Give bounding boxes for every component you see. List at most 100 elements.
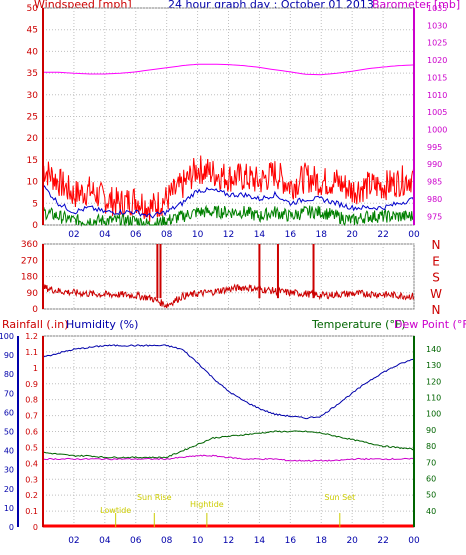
temp-y-tick-label: 130 (426, 361, 441, 370)
baro-y-tick-label: 995 (427, 143, 442, 152)
humidity-y-tick-label: 100 (0, 332, 14, 341)
event-label: Sun Rise (137, 493, 172, 502)
temp-x-tick-label: 00 (408, 536, 420, 546)
temperature-line (42, 430, 415, 459)
rainfall-axis-title: Rainfall (.in) (2, 318, 69, 331)
temp-x-tick-label: 18 (316, 536, 328, 546)
wind-x-tick-label: 06 (130, 230, 142, 240)
wind-x-tick-label: 14 (254, 230, 266, 240)
wind-y-tick-label: 50 (27, 4, 39, 14)
baro-y-tick-label: 1000 (427, 126, 447, 135)
baro-y-tick-label: 1020 (427, 56, 447, 65)
wind-avg-line (42, 185, 415, 219)
rain-y-tick-label: 1.1 (25, 348, 38, 357)
rain-y-tick-label: 0.9 (25, 380, 38, 389)
baro-y-tick-label: 1030 (427, 21, 447, 30)
baro-y-tick-label: 1005 (427, 108, 447, 117)
humidity-y-tick-label: 90 (4, 351, 14, 360)
wind-y-tick-label: 5 (32, 199, 38, 209)
humidity-y-tick-label: 10 (4, 504, 14, 513)
event-label: Sun Set (324, 493, 355, 502)
humidity-y-tick-label: 50 (4, 428, 14, 437)
wind-x-tick-label: 20 (346, 230, 358, 240)
wind-x-tick-label: 08 (161, 230, 173, 240)
baro-y-tick-label: 975 (427, 212, 442, 221)
rain-y-tick-label: 0.4 (25, 459, 38, 468)
wind-x-tick-label: 02 (68, 230, 79, 240)
temp-y-tick-label: 80 (426, 442, 436, 451)
temp-y-tick-label: 140 (426, 345, 441, 354)
humidity-y-tick-label: 30 (4, 466, 14, 475)
wind-y-tick-label: 20 (27, 134, 39, 144)
wind-y-tick-label: 40 (27, 47, 39, 57)
wind-y-tick-label: 45 (27, 26, 38, 36)
compass-label: E (432, 254, 440, 268)
baro-y-tick-label: 985 (427, 178, 442, 187)
temp-x-tick-label: 02 (68, 536, 79, 546)
wind-x-tick-label: 10 (192, 230, 204, 240)
temp-y-tick-label: 70 (426, 458, 436, 467)
wind-y-tick-label: 30 (27, 91, 39, 101)
event-label: Lowtide (100, 506, 131, 515)
rain-y-tick-label: 0.6 (25, 428, 38, 437)
temp-y-tick-label: 40 (426, 507, 436, 516)
rain-y-tick-label: 1.2 (25, 332, 38, 341)
temp-x-tick-label: 20 (346, 536, 358, 546)
temp-y-tick-label: 90 (426, 426, 436, 435)
humidity-axis-title: Humidity (%) (66, 318, 139, 331)
temp-y-tick-label: 100 (426, 410, 441, 419)
dewpoint-axis-title: Dew Point (°F) (394, 318, 466, 331)
rain-y-tick-label: 0.3 (25, 475, 38, 484)
rain-y-tick-label: 0.7 (25, 412, 38, 421)
baro-y-tick-label: 1015 (427, 73, 447, 82)
wind-y-tick-label: 0 (32, 221, 38, 231)
dewpoint-line (42, 454, 415, 462)
direction-y-tick-label: 90 (27, 289, 39, 299)
wind-x-tick-label: 04 (99, 230, 111, 240)
compass-label: W (430, 287, 442, 301)
direction-y-tick-label: 0 (32, 305, 38, 315)
event-label: Hightide (190, 500, 224, 509)
compass-label: N (432, 303, 441, 317)
temp-x-tick-label: 08 (161, 536, 173, 546)
temp-x-tick-label: 16 (285, 536, 297, 546)
wind-x-tick-label: 16 (285, 230, 297, 240)
rain-y-tick-label: 1 (33, 364, 38, 373)
humidity-y-tick-label: 80 (4, 370, 14, 379)
temp-x-tick-label: 12 (223, 536, 234, 546)
wind-x-tick-label: 22 (377, 230, 388, 240)
wind-x-tick-label: 12 (223, 230, 234, 240)
baro-y-tick-label: 980 (427, 195, 442, 204)
rain-y-tick-label: 0.1 (25, 507, 38, 516)
wind-gust-line (42, 155, 415, 222)
humidity-y-tick-label: 20 (4, 485, 14, 494)
temp-y-tick-label: 110 (426, 394, 441, 403)
baro-y-tick-label: 990 (427, 160, 442, 169)
barometer-axis-title: Barometer [mb] (372, 0, 461, 11)
humidity-line (42, 344, 415, 420)
humidity-y-tick-label: 0 (9, 523, 14, 532)
windspeed-axis-title: Windspeed [mph] (34, 0, 132, 11)
direction-y-tick-label: 270 (21, 256, 38, 266)
wind-y-tick-label: 10 (27, 178, 39, 188)
humidity-y-tick-label: 70 (4, 389, 14, 398)
wind-x-tick-label: 18 (316, 230, 328, 240)
rain-y-tick-label: 0.8 (25, 396, 38, 405)
compass-label: N (432, 238, 441, 252)
temperature-axis-title: Temperature (°F) (312, 318, 406, 331)
wind-y-tick-label: 35 (27, 69, 38, 79)
rain-y-tick-label: 0.5 (25, 443, 38, 452)
chart-title: 24 hour graph day : October 01 2013 (168, 0, 374, 11)
wind-y-tick-label: 25 (27, 113, 38, 123)
wind-y-tick-label: 15 (27, 156, 38, 166)
rain-y-tick-label: 0.2 (25, 491, 38, 500)
temp-y-tick-label: 60 (426, 474, 436, 483)
baro-y-tick-label: 1035 (427, 4, 447, 13)
wind-lull-line (42, 204, 415, 227)
temp-x-tick-label: 10 (192, 536, 204, 546)
temp-y-tick-label: 50 (426, 491, 436, 500)
rain-y-tick-label: 0 (33, 523, 38, 532)
compass-label: S (432, 271, 440, 285)
temp-y-tick-label: 120 (426, 377, 441, 386)
